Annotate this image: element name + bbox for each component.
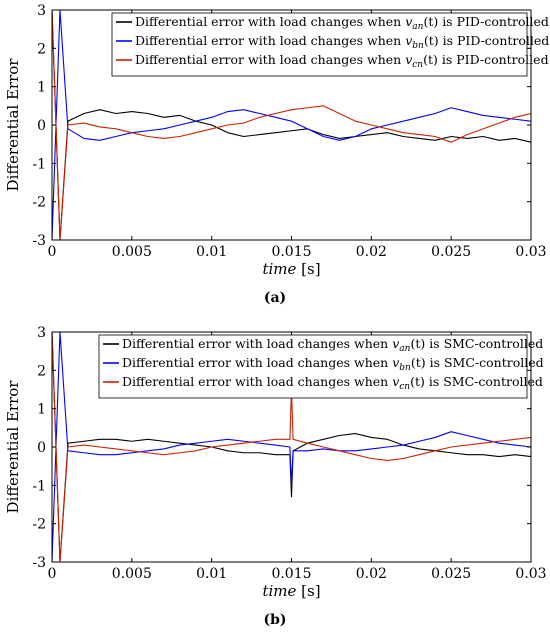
y-tick-label: 3 <box>37 3 46 19</box>
y-tick-label: 3 <box>37 325 46 341</box>
series-line-an <box>52 10 531 240</box>
y-tick-label: -1 <box>32 156 46 172</box>
x-axis-label: time [s] <box>262 582 320 600</box>
y-tick-label: -1 <box>32 478 46 494</box>
y-tick-label: -2 <box>32 195 46 211</box>
x-tick-label: 0.02 <box>356 244 387 260</box>
series-line-cn <box>52 332 531 562</box>
x-tick-label: 0 <box>48 566 57 582</box>
y-tick-label: 2 <box>37 41 46 57</box>
y-tick-label: 1 <box>37 80 46 96</box>
y-tick-label: -2 <box>32 517 46 533</box>
series-line-bn <box>52 332 531 562</box>
y-axis-label: Differential Error <box>4 58 22 192</box>
x-tick-label: 0.01 <box>196 566 227 582</box>
legend-box <box>111 12 528 77</box>
x-tick-label: 0.03 <box>515 566 546 582</box>
panel-caption-a: (a) <box>263 290 287 306</box>
x-tick-label: 0.005 <box>112 566 152 582</box>
legend-entry-cn: Differential error with load changes whe… <box>135 52 549 70</box>
x-axis-label: time [s] <box>262 260 320 278</box>
panel-caption-b: (b) <box>263 612 287 628</box>
x-tick-label: 0.015 <box>271 244 311 260</box>
y-tick-label: 0 <box>37 118 46 134</box>
legend-entry-an: Differential error with load changes whe… <box>122 336 543 354</box>
series-line-cn <box>52 10 531 240</box>
y-tick-label: 0 <box>37 440 46 456</box>
legend-entry-bn: Differential error with load changes whe… <box>122 355 544 373</box>
x-tick-label: 0.025 <box>431 244 471 260</box>
legend-entry-an: Differential error with load changes whe… <box>135 14 549 32</box>
y-tick-label: 2 <box>37 363 46 379</box>
chart-panel-a: 0 0.005 0.01 0.015 0.02 0.025 0.03 -3 -2 -1 0 1 2 3 ti… <box>4 3 549 278</box>
legend-box <box>98 334 528 399</box>
y-tick-label: 1 <box>37 402 46 418</box>
x-tick-label: 0.015 <box>271 566 311 582</box>
x-tick-label: 0.02 <box>356 566 387 582</box>
legend-entry-cn: Differential error with load changes whe… <box>122 374 543 392</box>
x-tick-label: 0.005 <box>112 244 152 260</box>
legend: Differential error with load changes whe… <box>98 334 544 399</box>
y-axis-label: Differential Error <box>4 380 22 514</box>
y-tick-label: -3 <box>32 555 46 571</box>
legend-entry-bn: Differential error with load changes whe… <box>135 33 549 51</box>
series-line-bn <box>52 10 531 240</box>
x-tick-label: 0.03 <box>515 244 546 260</box>
legend: Differential error with load changes whe… <box>111 12 549 77</box>
y-tick-label: -3 <box>32 233 46 249</box>
x-tick-label: 0.025 <box>431 566 471 582</box>
x-tick-label: 0 <box>48 244 57 260</box>
chart-panel-b: 0 0.005 0.01 0.015 0.02 0.025 0.03 -3 -2 -1 0 1 2 3 ti… <box>4 325 547 600</box>
x-tick-label: 0.01 <box>196 244 227 260</box>
